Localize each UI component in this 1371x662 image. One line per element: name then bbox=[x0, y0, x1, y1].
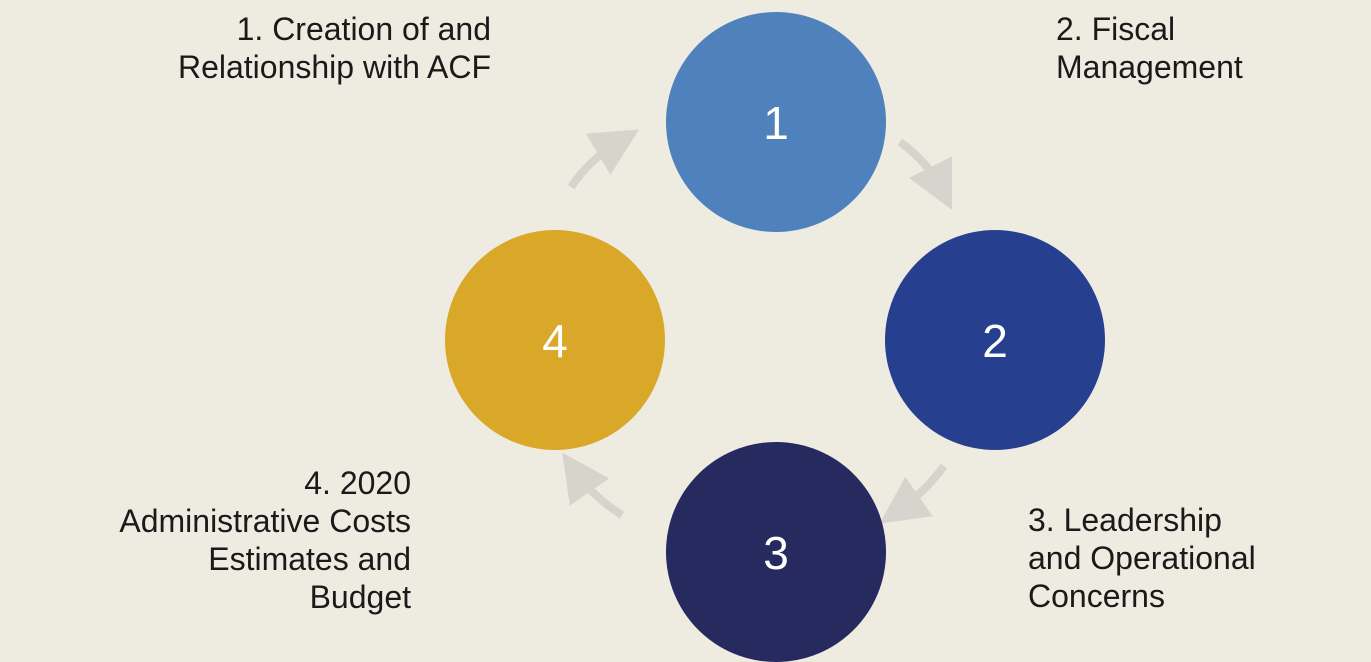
arrow-1-to-2 bbox=[897, 138, 953, 211]
node-2-label: 2. Fiscal Management bbox=[1056, 10, 1243, 86]
node-4-number: 4 bbox=[542, 315, 568, 367]
node-3-number: 3 bbox=[763, 527, 789, 579]
node-1-label: 1. Creation of and Relationship with ACF bbox=[178, 10, 491, 86]
node-2-circle bbox=[885, 230, 1105, 450]
node-3-circle bbox=[666, 442, 886, 662]
arrow-3-to-4 bbox=[562, 452, 625, 519]
node-1-number: 1 bbox=[763, 97, 789, 149]
arrow-2-to-3 bbox=[879, 463, 948, 524]
node-3-label-line: and Operational bbox=[1028, 540, 1256, 576]
node-1-label-line: Relationship with ACF bbox=[177, 49, 491, 85]
node-3-label-line: Concerns bbox=[1028, 578, 1165, 614]
node-4-circle bbox=[445, 230, 665, 450]
node-2-number: 2 bbox=[982, 315, 1008, 367]
node-4-label: 4. 2020 Administrative Costs Estimates a… bbox=[119, 464, 411, 616]
node-4-label-line: Estimates and bbox=[208, 541, 411, 577]
node-1-circle bbox=[666, 12, 886, 232]
arrow-4-to-1 bbox=[567, 129, 640, 190]
node-3-label-line: 3. Leadership bbox=[1028, 502, 1222, 538]
node-4-label-line: 4. 2020 bbox=[304, 465, 411, 501]
node-2-label-line: Management bbox=[1056, 49, 1243, 85]
node-3-label: 3. Leadership and Operational Concerns bbox=[1028, 501, 1256, 615]
node-1-label-line: 1. Creation of and bbox=[236, 11, 491, 47]
node-2-label-line: 2. Fiscal bbox=[1056, 11, 1176, 47]
node-4-label-line: Budget bbox=[309, 579, 411, 615]
node-4-label-line: Administrative Costs bbox=[119, 503, 411, 539]
